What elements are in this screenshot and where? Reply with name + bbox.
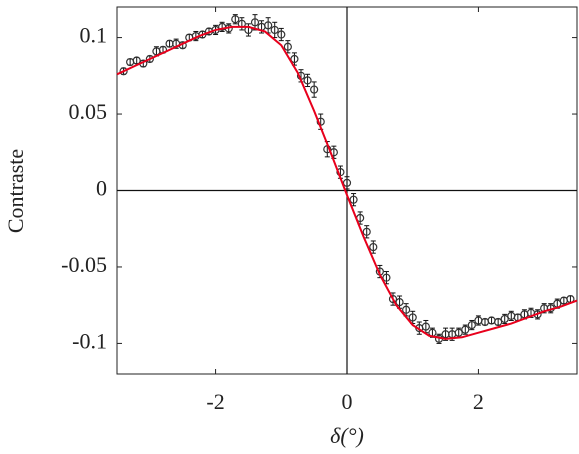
data-point xyxy=(454,328,463,337)
fit-line xyxy=(116,25,578,340)
data-point xyxy=(145,54,154,64)
x-tick-label: 0 xyxy=(342,389,353,414)
y-tick-label: 0 xyxy=(96,176,107,201)
data-point xyxy=(270,25,279,35)
data-point xyxy=(277,30,286,39)
data-point xyxy=(382,273,391,282)
data-point xyxy=(264,21,273,30)
y-axis-label: Contraste xyxy=(3,149,28,233)
data-point xyxy=(303,76,312,85)
data-point xyxy=(467,320,476,330)
y-tick-label: -0.05 xyxy=(61,252,107,277)
data-point xyxy=(408,313,417,322)
data-point xyxy=(494,317,503,327)
data-point xyxy=(119,67,128,76)
data-point xyxy=(250,18,260,27)
error-bar xyxy=(311,81,317,98)
data-point xyxy=(342,178,352,187)
data-point xyxy=(402,305,411,314)
data-point xyxy=(290,54,299,64)
data-point xyxy=(349,195,358,204)
x-axis-label: δ(°) xyxy=(330,423,364,448)
data-point xyxy=(310,85,319,94)
data-point xyxy=(369,242,378,252)
data-point xyxy=(388,294,398,304)
data-point xyxy=(461,325,470,334)
y-tick-label: 0.05 xyxy=(69,99,108,124)
data-point xyxy=(283,42,292,51)
x-tick-label: -2 xyxy=(206,389,224,414)
data-point xyxy=(500,314,509,324)
x-tick-label: 2 xyxy=(473,389,484,414)
data-point xyxy=(231,15,240,24)
y-tick-label: 0.1 xyxy=(80,23,108,48)
data-point xyxy=(395,298,404,307)
y-tick-label: -0.1 xyxy=(72,328,107,353)
data-point xyxy=(421,322,430,331)
data-point xyxy=(362,227,371,236)
